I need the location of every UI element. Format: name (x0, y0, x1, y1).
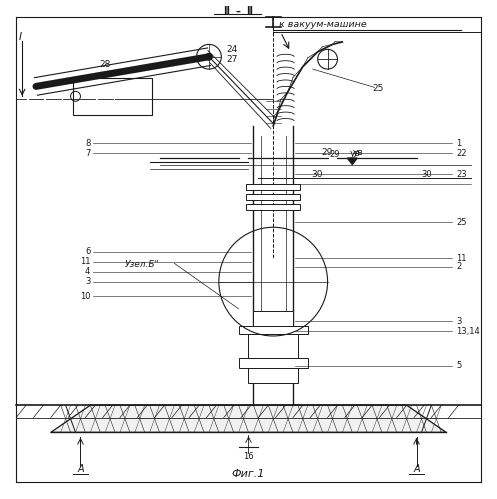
Text: 23: 23 (456, 170, 467, 179)
Text: А: А (77, 465, 84, 475)
Text: Фиг.1: Фиг.1 (232, 470, 265, 480)
Polygon shape (51, 405, 446, 432)
Text: Узел.Б": Узел.Б" (125, 260, 160, 269)
Text: –: – (235, 6, 240, 16)
Text: 24: 24 (226, 45, 238, 54)
Bar (239, 326, 308, 333)
Text: к вакуум-машине: к вакуум-машине (279, 20, 366, 29)
Text: А: А (413, 465, 420, 475)
Bar (239, 358, 308, 368)
Text: 13,14: 13,14 (456, 326, 480, 335)
Text: I: I (19, 32, 22, 42)
Text: 30: 30 (311, 170, 323, 179)
Text: 30: 30 (421, 170, 432, 179)
Text: 10: 10 (80, 292, 90, 301)
Text: 2: 2 (456, 262, 461, 271)
Text: 25: 25 (372, 84, 383, 93)
Text: 28: 28 (99, 60, 111, 69)
Text: 3: 3 (85, 277, 90, 286)
Text: 4: 4 (85, 267, 90, 276)
Bar (248, 333, 298, 358)
Text: 11: 11 (80, 257, 90, 266)
Text: 3: 3 (456, 317, 461, 326)
Text: 1: 1 (456, 139, 461, 148)
Text: 29: 29 (321, 148, 332, 157)
Text: II: II (246, 6, 253, 16)
Text: 6: 6 (85, 248, 90, 256)
Text: 11: 11 (456, 254, 467, 263)
Bar (253, 311, 293, 326)
Polygon shape (347, 158, 357, 165)
Text: 16: 16 (243, 452, 254, 461)
Text: ув: ув (350, 149, 360, 158)
Text: 8: 8 (85, 139, 90, 148)
Text: ув: ув (352, 148, 363, 157)
Bar (246, 194, 300, 200)
Bar (73, 78, 152, 115)
Circle shape (205, 53, 213, 61)
Text: II: II (223, 6, 230, 16)
Text: 25: 25 (456, 218, 467, 227)
Bar (248, 368, 298, 383)
Text: 7: 7 (85, 149, 90, 158)
Bar (246, 204, 300, 210)
Bar (246, 184, 300, 190)
Text: 22: 22 (456, 149, 467, 158)
Text: 27: 27 (226, 55, 238, 64)
Text: 5: 5 (456, 361, 461, 370)
Text: 29: 29 (330, 150, 340, 159)
